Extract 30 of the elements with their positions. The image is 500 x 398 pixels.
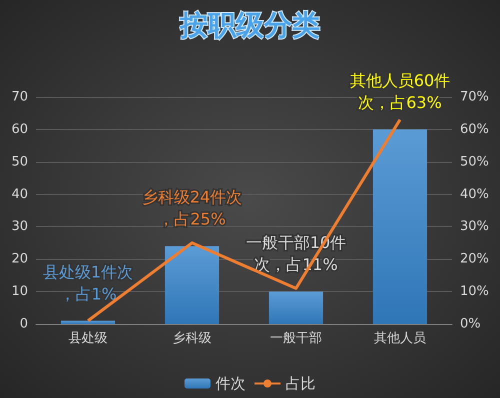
- chart-title: 按职级分类: [179, 8, 320, 42]
- bar: [164, 246, 220, 324]
- legend-label: 件次: [216, 374, 246, 392]
- annotation: 其他人员60件次，占63%: [350, 70, 450, 112]
- y-tick-label: 50: [11, 154, 28, 170]
- y-tick-label: 60: [11, 122, 28, 137]
- bar: [268, 292, 324, 324]
- annotation: 乡科级24件次，占25%: [142, 188, 242, 229]
- y2-tick-label: 70%: [460, 90, 489, 104]
- x-tick-label: 县处级: [68, 331, 108, 346]
- y2-tick-label: 10%: [460, 284, 489, 300]
- y-tick-label: 10: [11, 284, 28, 300]
- y-tick-label: 0: [20, 316, 28, 332]
- x-tick-label: 乡科级: [172, 331, 212, 346]
- y-tick-label: 40: [11, 186, 28, 202]
- y2-tick-label: 60%: [460, 122, 489, 137]
- y2-tick-label: 30%: [460, 219, 489, 234]
- y2-tick-label: 50%: [460, 154, 489, 170]
- y-tick-label: 20: [11, 252, 28, 267]
- legend-label: 占比: [286, 374, 316, 392]
- y2-tick-label: 0%: [460, 316, 481, 332]
- y-tick-label: 70: [11, 90, 28, 104]
- bar: [372, 129, 428, 324]
- y-tick-label: 30: [11, 219, 28, 234]
- annotation: 县处级1件次，占1%: [42, 262, 134, 304]
- bar: [60, 320, 116, 324]
- y2-tick-label: 40%: [460, 186, 489, 202]
- x-tick-label: 其他人员: [374, 331, 426, 346]
- y2-tick-label: 20%: [460, 252, 489, 267]
- x-tick-label: 一般干部: [270, 331, 322, 346]
